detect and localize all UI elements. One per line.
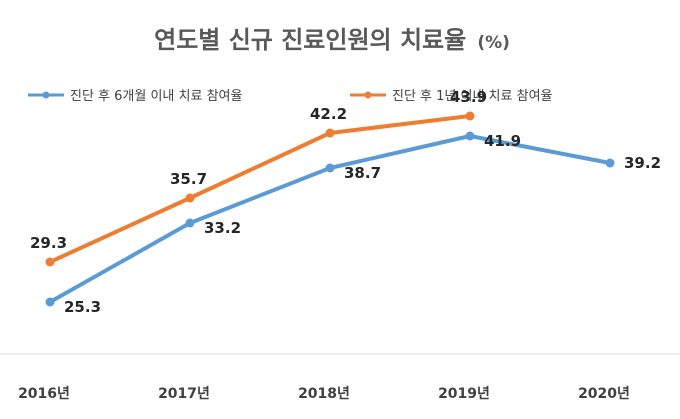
- data-label: 25.3: [64, 298, 101, 316]
- x-tick-label: 2020년: [578, 386, 630, 402]
- series-layer: 25.3 33.2 38.7 41.9 39.2 29.3 35.7 42.2 43.9: [30, 88, 661, 316]
- data-point: [185, 193, 195, 203]
- x-tick-label: 2018년: [298, 386, 350, 402]
- data-point: [325, 163, 335, 173]
- series-0: 25.3 33.2 38.7 41.9 39.2: [45, 131, 661, 316]
- chart-title: 연도별 신규 진료인원의 치료율 (%): [154, 26, 510, 54]
- series-line-0: [48, 134, 612, 304]
- data-label: 29.3: [30, 234, 67, 252]
- data-label: 43.9: [450, 88, 487, 106]
- data-point: [325, 128, 335, 138]
- data-label: 33.2: [204, 219, 241, 237]
- data-label: 35.7: [170, 170, 207, 188]
- legend-marker-0: [42, 91, 50, 99]
- data-point: [465, 131, 475, 141]
- data-label: 41.9: [484, 132, 521, 150]
- x-axis-ticks: 2016년 2017년 2018년 2019년 2020년: [18, 386, 630, 402]
- x-tick-label: 2016년: [18, 386, 70, 402]
- data-point: [45, 297, 55, 307]
- data-point: [605, 158, 615, 168]
- chart-title-main: 연도별 신규 진료인원의 치료율: [154, 26, 466, 54]
- series-line-1: [48, 114, 472, 264]
- series-1: 29.3 35.7 42.2 43.9: [30, 88, 487, 267]
- data-label: 39.2: [624, 154, 661, 172]
- data-label: 38.7: [344, 164, 381, 182]
- legend-label-0: 진단 후 6개월 이내 치료 참여율: [70, 89, 242, 104]
- legend-label-1: 진단 후 1년 이내 치료 참여율: [392, 89, 553, 104]
- data-label: 42.2: [310, 105, 347, 123]
- data-point: [45, 257, 55, 267]
- chart-title-unit: (%): [477, 33, 510, 53]
- x-tick-label: 2017년: [158, 386, 210, 402]
- x-tick-label: 2019년: [438, 386, 490, 402]
- legend-marker-1: [364, 91, 372, 99]
- legend: 진단 후 6개월 이내 치료 참여율 진단 후 1년 이내 치료 참여율: [28, 89, 553, 104]
- data-point: [465, 111, 475, 121]
- data-point: [185, 218, 195, 228]
